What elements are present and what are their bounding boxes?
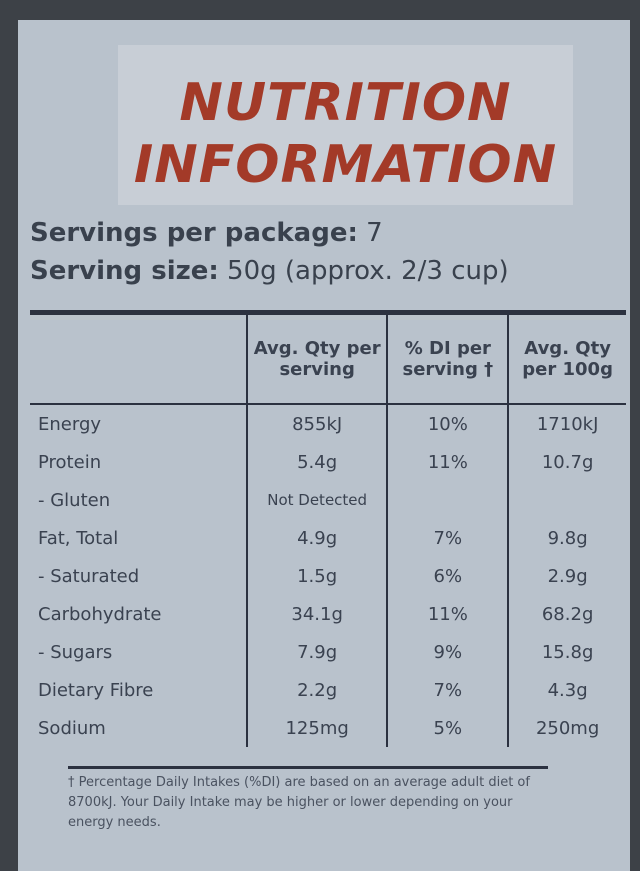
servings: Servings per package: 7 [30,218,383,248]
per-100g: 4.3g [507,671,626,709]
servings-label: Servings per package: [30,218,358,248]
title-box: NUTRITION INFORMATION [118,45,573,205]
nutrient-name: - Saturated [38,565,140,587]
daily-intake: 6% [386,557,507,595]
table-row: - Sugars 7.9g 9% 15.8g [30,633,626,671]
nutrition-table: Avg. Qty per serving % DI per serving † … [30,310,626,747]
table-row: - Gluten Not Detected [30,481,626,519]
nutrient-name: Energy [38,413,102,435]
nutrient-name: Protein [38,451,102,473]
per-100g: 10.7g [507,443,626,481]
header-row: Avg. Qty per serving % DI per serving † … [30,315,626,405]
header-cell: Avg. Qty per 100g [507,315,626,403]
nutrient-name: Sodium [38,717,106,739]
per-serving: 34.1g [245,595,387,633]
table-row: - Saturated 1.5g 6% 2.9g [30,557,626,595]
nutrient-name: - Sugars [38,641,113,663]
daily-intake: 11% [386,595,507,633]
table-body: Energy 855kJ 10% 1710kJ Protein 5.4g 11% 10.7g -… [30,405,626,747]
per-serving: 7.9g [245,633,387,671]
table-row: Protein 5.4g 11% 10.7g [30,443,626,481]
per-serving: 5.4g [245,443,387,481]
table-row: Energy 855kJ 10% 1710kJ [30,405,626,443]
per-100g: 15.8g [507,633,626,671]
daily-intake [386,481,507,519]
nutrient-name: Dietary Fibre [38,679,154,701]
nutrient-name: Fat, Total [38,527,119,549]
daily-intake: 7% [386,519,507,557]
nutrient-name: Carbohydrate [38,603,162,625]
per-serving: Not Detected [245,481,387,519]
daily-intake: 10% [386,405,507,443]
table-row: Carbohydrate 34.1g 11% 68.2g [30,595,626,633]
per-serving: 2.2g [245,671,387,709]
per-100g [507,481,626,519]
table-row: Fat, Total 4.9g 7% 9.8g [30,519,626,557]
serving-size-label: Serving size: [30,256,219,286]
per-100g: 9.8g [507,519,626,557]
daily-intake: 11% [386,443,507,481]
per-100g: 2.9g [507,557,626,595]
per-100g: 68.2g [507,595,626,633]
daily-intake: 7% [386,671,507,709]
per-serving: 125mg [245,709,387,747]
per-100g: 1710kJ [507,405,626,443]
serving-size-value: 50g (approx. 2/3 cup) [227,256,509,286]
nutrient-name: - Gluten [38,489,111,511]
daily-intake: 5% [386,709,507,747]
serving-size: Serving size: 50g (approx. 2/3 cup) [30,256,509,286]
per-serving: 855kJ [245,405,387,443]
servings-value: 7 [366,218,383,248]
label-panel: NUTRITION INFORMATION Servings per packa… [18,20,630,871]
title-line: INFORMATION [133,135,558,195]
table-row: Sodium 125mg 5% 250mg [30,709,626,747]
header-cell: % DI per serving † [386,315,507,403]
table-row: Dietary Fibre 2.2g 7% 4.3g [30,671,626,709]
per-100g: 250mg [507,709,626,747]
per-serving: 4.9g [245,519,387,557]
per-serving: 1.5g [245,557,387,595]
footnote: † Percentage Daily Intakes (%DI) are bas… [68,766,548,833]
title-line: NUTRITION [179,73,512,133]
header-cell: Avg. Qty per serving [245,315,387,403]
daily-intake: 9% [386,633,507,671]
